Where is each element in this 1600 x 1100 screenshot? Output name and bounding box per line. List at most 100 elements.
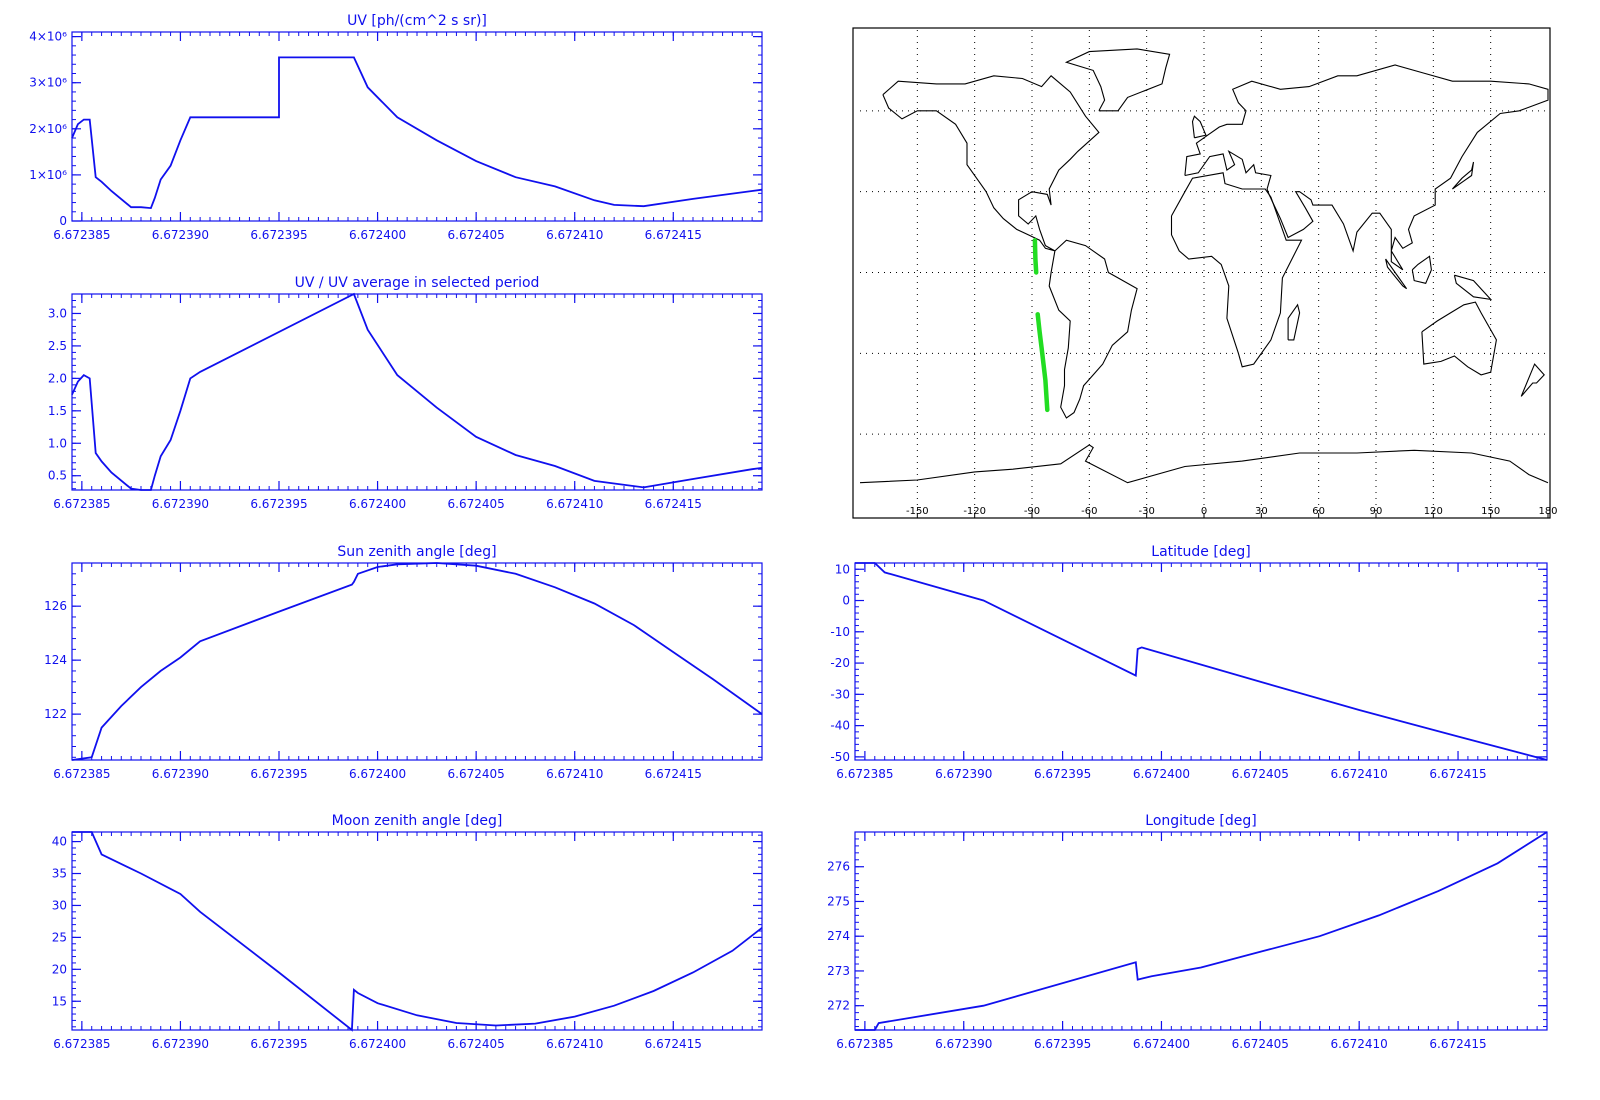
coastline-borneo (1411, 255, 1432, 284)
x-tick-label: 6.672385 (53, 1037, 110, 1051)
series-line-uv (71, 56, 763, 210)
series-line-uvratio (71, 292, 763, 491)
world-map: -150 -120 -90 -60 -30 0 30 60 90 120 150 180 (852, 27, 1558, 519)
x-tick-label: 6.672410 (546, 228, 603, 242)
coastline-uk (1191, 115, 1207, 139)
map-x-tick-label: -150 (906, 506, 929, 517)
map-x-tick-label: -30 (1138, 506, 1154, 517)
map-x-tick-label: 120 (1424, 506, 1443, 517)
x-tick-label: 6.672385 (836, 1037, 893, 1051)
satellite-track (1035, 312, 1050, 413)
x-tick-label: 6.672415 (645, 767, 702, 781)
coastline-madagascar (1287, 303, 1301, 341)
chart-uv: UV [ph/(cm^2 s sr)] 6.672385 6.672390 6.672… (29, 13, 763, 242)
y-tick-label: 40 (52, 835, 67, 849)
chart-title: UV [ph/(cm^2 s sr)] (347, 13, 487, 29)
chart-title: Sun zenith angle [deg] (337, 544, 496, 560)
y-tick-label: 276 (827, 860, 850, 874)
coastline-japan (1451, 161, 1475, 190)
series-line-sunzen (71, 562, 763, 761)
y-tick-label: -50 (830, 750, 850, 764)
x-tick-label: 6.672415 (1429, 767, 1486, 781)
coastline-greenland (1064, 48, 1171, 112)
y-tick-label: 20 (52, 962, 67, 976)
x-tick-label: 6.672415 (645, 497, 702, 511)
x-tick-label: 6.672410 (546, 1037, 603, 1051)
plot-frame (71, 831, 763, 1031)
coastline-new-guinea (1453, 274, 1493, 301)
y-tick-label: 274 (827, 929, 850, 943)
y-tick-label: 30 (52, 898, 67, 912)
x-tick-label: 6.672410 (546, 767, 603, 781)
chart-title: Moon zenith angle [deg] (332, 813, 503, 829)
y-tick-label: 15 (52, 994, 67, 1008)
map-x-tick-label: 150 (1481, 506, 1500, 517)
y-tick-label: 0 (59, 214, 67, 228)
series-line-lat (855, 562, 1548, 761)
y-tick-label: 2.5 (48, 339, 67, 353)
satellite-track (1032, 237, 1039, 275)
map-x-tick-label: 30 (1255, 506, 1268, 517)
map-x-tick-label: 180 (1538, 506, 1557, 517)
chart-title: UV / UV average in selected period (295, 275, 540, 291)
y-tick-label: 2.0 (48, 371, 67, 385)
y-tick-label: 0.5 (48, 469, 67, 483)
y-tick-label: 10 (835, 562, 850, 576)
y-tick-label: 1.0 (48, 436, 67, 450)
x-tick-label: 6.672400 (349, 1037, 406, 1051)
coastline-nz (1520, 363, 1545, 397)
chart-title: Longitude [deg] (1145, 813, 1256, 829)
y-tick-label: 1.5 (48, 404, 67, 418)
chart-sunzen: Sun zenith angle [deg] 6.672385 6.672390 6.… (44, 544, 763, 781)
y-tick-label: 1×10⁶ (29, 168, 67, 182)
plot-frame (854, 831, 1548, 1031)
x-tick-label: 6.672405 (1232, 1037, 1289, 1051)
coastline-north-america (882, 75, 1100, 252)
x-tick-label: 6.672395 (1034, 1037, 1091, 1051)
chart-title: Latitude [deg] (1151, 544, 1250, 560)
x-tick-label: 6.672410 (546, 497, 603, 511)
chart-lon: Longitude [deg] 6.672385 6.672390 6.672395 6… (827, 813, 1548, 1051)
y-tick-label: 272 (827, 999, 850, 1013)
x-tick-label: 6.672395 (1034, 767, 1091, 781)
x-tick-label: 6.672385 (53, 497, 110, 511)
map-x-tick-label: -60 (1081, 506, 1097, 517)
y-tick-label: 0 (842, 594, 850, 608)
coastline-africa (1170, 172, 1303, 368)
map-x-tick-label: 60 (1312, 506, 1325, 517)
y-tick-label: 4×10⁶ (29, 30, 67, 44)
coastline-eurasia (1184, 64, 1549, 271)
x-tick-label: 6.672405 (448, 767, 505, 781)
y-tick-label: 3×10⁶ (29, 76, 67, 90)
y-tick-label: 275 (827, 894, 850, 908)
y-tick-label: 35 (52, 867, 67, 881)
x-tick-label: 6.672385 (836, 767, 893, 781)
x-tick-label: 6.672390 (152, 767, 209, 781)
x-tick-label: 6.672405 (448, 497, 505, 511)
chart-moonzen: Moon zenith angle [deg] 6.672385 6.672390 6… (52, 813, 763, 1051)
series-line-moonzen (72, 831, 763, 1032)
x-tick-label: 6.672415 (645, 1037, 702, 1051)
plot-frame (71, 31, 763, 222)
coastline-australia (1421, 301, 1497, 376)
x-tick-label: 6.672390 (935, 767, 992, 781)
y-tick-label: -10 (830, 625, 850, 639)
map-x-tick-label: 90 (1370, 506, 1383, 517)
x-tick-label: 6.672385 (53, 228, 110, 242)
x-tick-label: 6.672400 (1133, 1037, 1190, 1051)
x-tick-label: 6.672390 (152, 228, 209, 242)
y-tick-label: 124 (44, 653, 67, 667)
x-tick-label: 6.672390 (152, 497, 209, 511)
x-tick-label: 6.672400 (1133, 767, 1190, 781)
x-tick-label: 6.672415 (645, 228, 702, 242)
map-x-tick-label: -120 (963, 506, 986, 517)
y-tick-label: -40 (830, 719, 850, 733)
chart-uvratio: UV / UV average in selected period 6.6723… (48, 275, 763, 511)
x-tick-label: 6.672385 (53, 767, 110, 781)
x-tick-label: 6.672410 (1331, 767, 1388, 781)
x-tick-label: 6.672415 (1429, 1037, 1486, 1051)
x-tick-label: 6.672405 (1232, 767, 1289, 781)
x-tick-label: 6.672395 (250, 1037, 307, 1051)
x-tick-label: 6.672390 (152, 1037, 209, 1051)
